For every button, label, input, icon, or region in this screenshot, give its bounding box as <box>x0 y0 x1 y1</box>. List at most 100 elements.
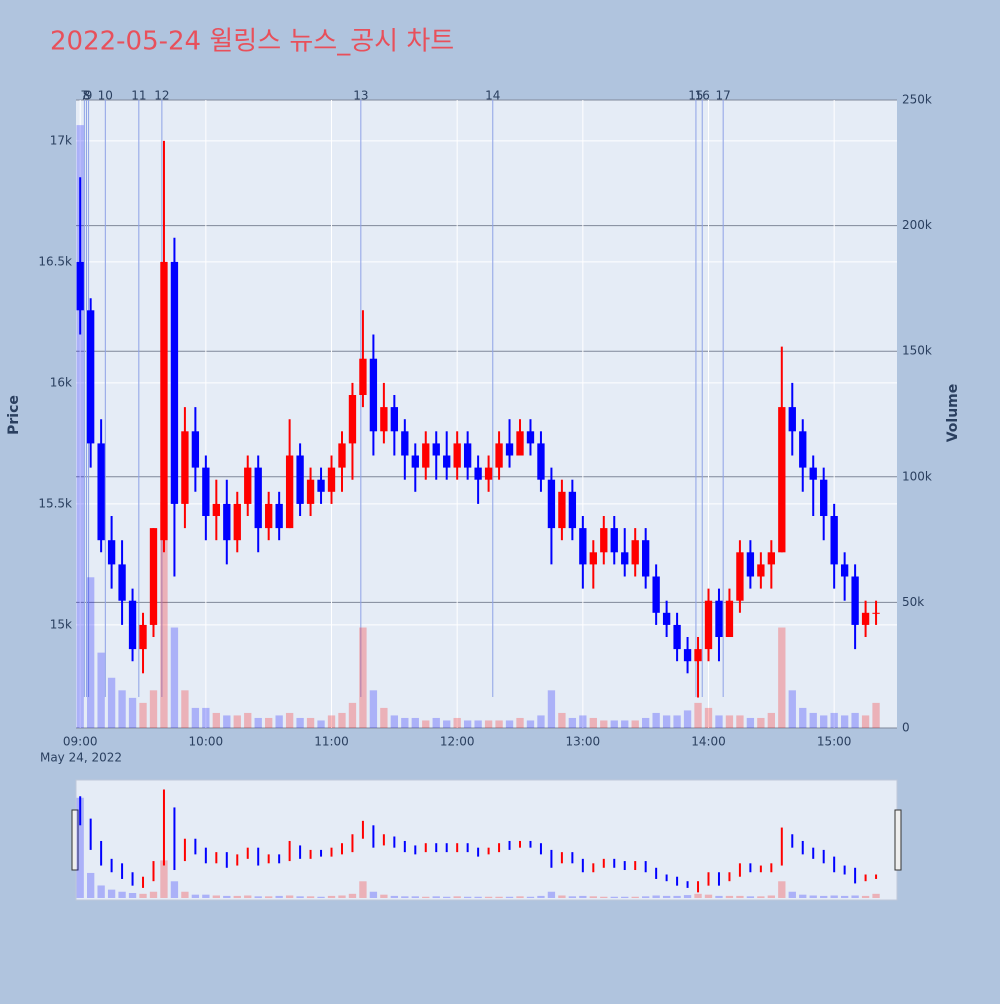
volume-bar <box>631 720 639 728</box>
y2-axis-title: Volume <box>945 384 961 443</box>
volume-bar <box>170 627 179 728</box>
volume-bar <box>254 717 262 728</box>
candle-body <box>223 503 231 541</box>
volume-bar <box>474 720 482 728</box>
candle-body <box>547 479 556 529</box>
slider-volume-bar <box>600 896 608 898</box>
volume-bar <box>809 712 817 728</box>
slider-volume-bar <box>327 895 336 898</box>
slider-volume-bar <box>746 896 755 898</box>
slider-volume-bar <box>820 895 828 898</box>
slider-volume-bar <box>338 895 346 898</box>
y-axis-title: Price <box>6 395 22 435</box>
volume-bar <box>788 690 796 728</box>
candle-body <box>505 443 514 456</box>
candle-body <box>662 612 671 625</box>
volume-bar <box>265 717 273 728</box>
candle-body <box>139 624 147 650</box>
slider-volume-bar <box>233 895 241 898</box>
candle-body <box>422 443 430 468</box>
volume-bar <box>97 652 105 728</box>
volume-bar <box>840 715 849 728</box>
volume-bar <box>799 707 807 728</box>
candle-body <box>704 600 713 650</box>
range-handle[interactable] <box>71 809 79 871</box>
event-label: 16 <box>695 89 710 103</box>
volume-bar <box>621 720 629 728</box>
slider-volume-bar <box>317 896 325 898</box>
slider-volume-bar <box>422 896 430 898</box>
candle-body <box>285 455 294 529</box>
volume-bar <box>422 720 430 728</box>
y-tick-label: 16k <box>50 375 72 389</box>
candle-body <box>589 552 597 565</box>
slider-volume-bar <box>872 893 880 898</box>
candle-body <box>746 552 755 577</box>
candle-body <box>212 503 220 517</box>
volume-bar <box>411 717 419 728</box>
volume-bar <box>369 690 378 728</box>
candle-body <box>788 407 796 432</box>
slider-volume-bar <box>799 894 807 898</box>
x-date-label: May 24, 2022 <box>40 751 122 765</box>
candle-body <box>568 491 577 529</box>
candle-body <box>128 600 137 650</box>
range-handle[interactable] <box>894 809 902 871</box>
volume-bar <box>212 712 220 728</box>
slider-volume-bar <box>170 881 179 898</box>
volume-bar <box>118 690 126 728</box>
slider-volume-bar <box>359 881 367 898</box>
candle-body <box>86 310 95 444</box>
volume-bar <box>851 712 859 728</box>
slider-volume-bar <box>830 895 838 898</box>
volume-bar <box>778 627 786 728</box>
slider-volume-bar <box>537 895 545 898</box>
x-tick-label: 14:00 <box>691 735 726 749</box>
slider-volume-bar <box>191 894 200 898</box>
event-label: 12 <box>154 89 169 103</box>
x-tick-label: 12:00 <box>440 735 475 749</box>
candle-body <box>401 431 409 456</box>
slider-volume-bar <box>181 891 189 898</box>
slider-volume-bar <box>348 893 357 898</box>
slider-volume-bar <box>254 896 262 898</box>
candle-body <box>97 443 105 541</box>
candle-body <box>799 431 807 468</box>
volume-bar <box>285 712 294 728</box>
slider-volume-bar <box>76 797 84 898</box>
candle-body <box>474 467 482 480</box>
slider-volume-bar <box>390 895 399 898</box>
volume-bar <box>463 720 472 728</box>
event-label: 13 <box>353 89 368 103</box>
slider-volume-bar <box>778 881 786 898</box>
candle-body <box>432 443 440 456</box>
candle-body <box>275 503 283 529</box>
candle-body <box>254 467 262 529</box>
range-slider[interactable] <box>75 779 898 901</box>
volume-bar <box>704 707 713 728</box>
volume-bar <box>191 707 200 728</box>
volume-bar <box>149 690 158 728</box>
slider-volume-bar <box>788 891 796 898</box>
volume-bar <box>589 717 597 728</box>
event-label: 10 <box>98 89 113 103</box>
slider-volume-bar <box>610 896 618 898</box>
candle-body <box>181 431 189 504</box>
volume-bar <box>139 702 147 728</box>
volume-bar <box>505 720 514 728</box>
x-tick-label: 11:00 <box>314 735 349 749</box>
candle-body <box>725 600 734 638</box>
volume-bar <box>516 717 524 728</box>
slider-volume-bar <box>642 896 650 898</box>
volume-bar <box>86 577 95 728</box>
slider-volume-bar <box>757 896 765 898</box>
volume-bar <box>830 712 838 728</box>
candle-body <box>673 624 681 650</box>
candle-body <box>830 516 838 565</box>
candle-body <box>317 479 325 492</box>
volume-bar <box>327 715 336 728</box>
candle-body <box>851 576 859 625</box>
volume-bar <box>736 715 744 728</box>
event-label: 11 <box>131 89 146 103</box>
chart-title: 2022-05-24 윌링스 뉴스_공시 차트 <box>50 27 454 57</box>
